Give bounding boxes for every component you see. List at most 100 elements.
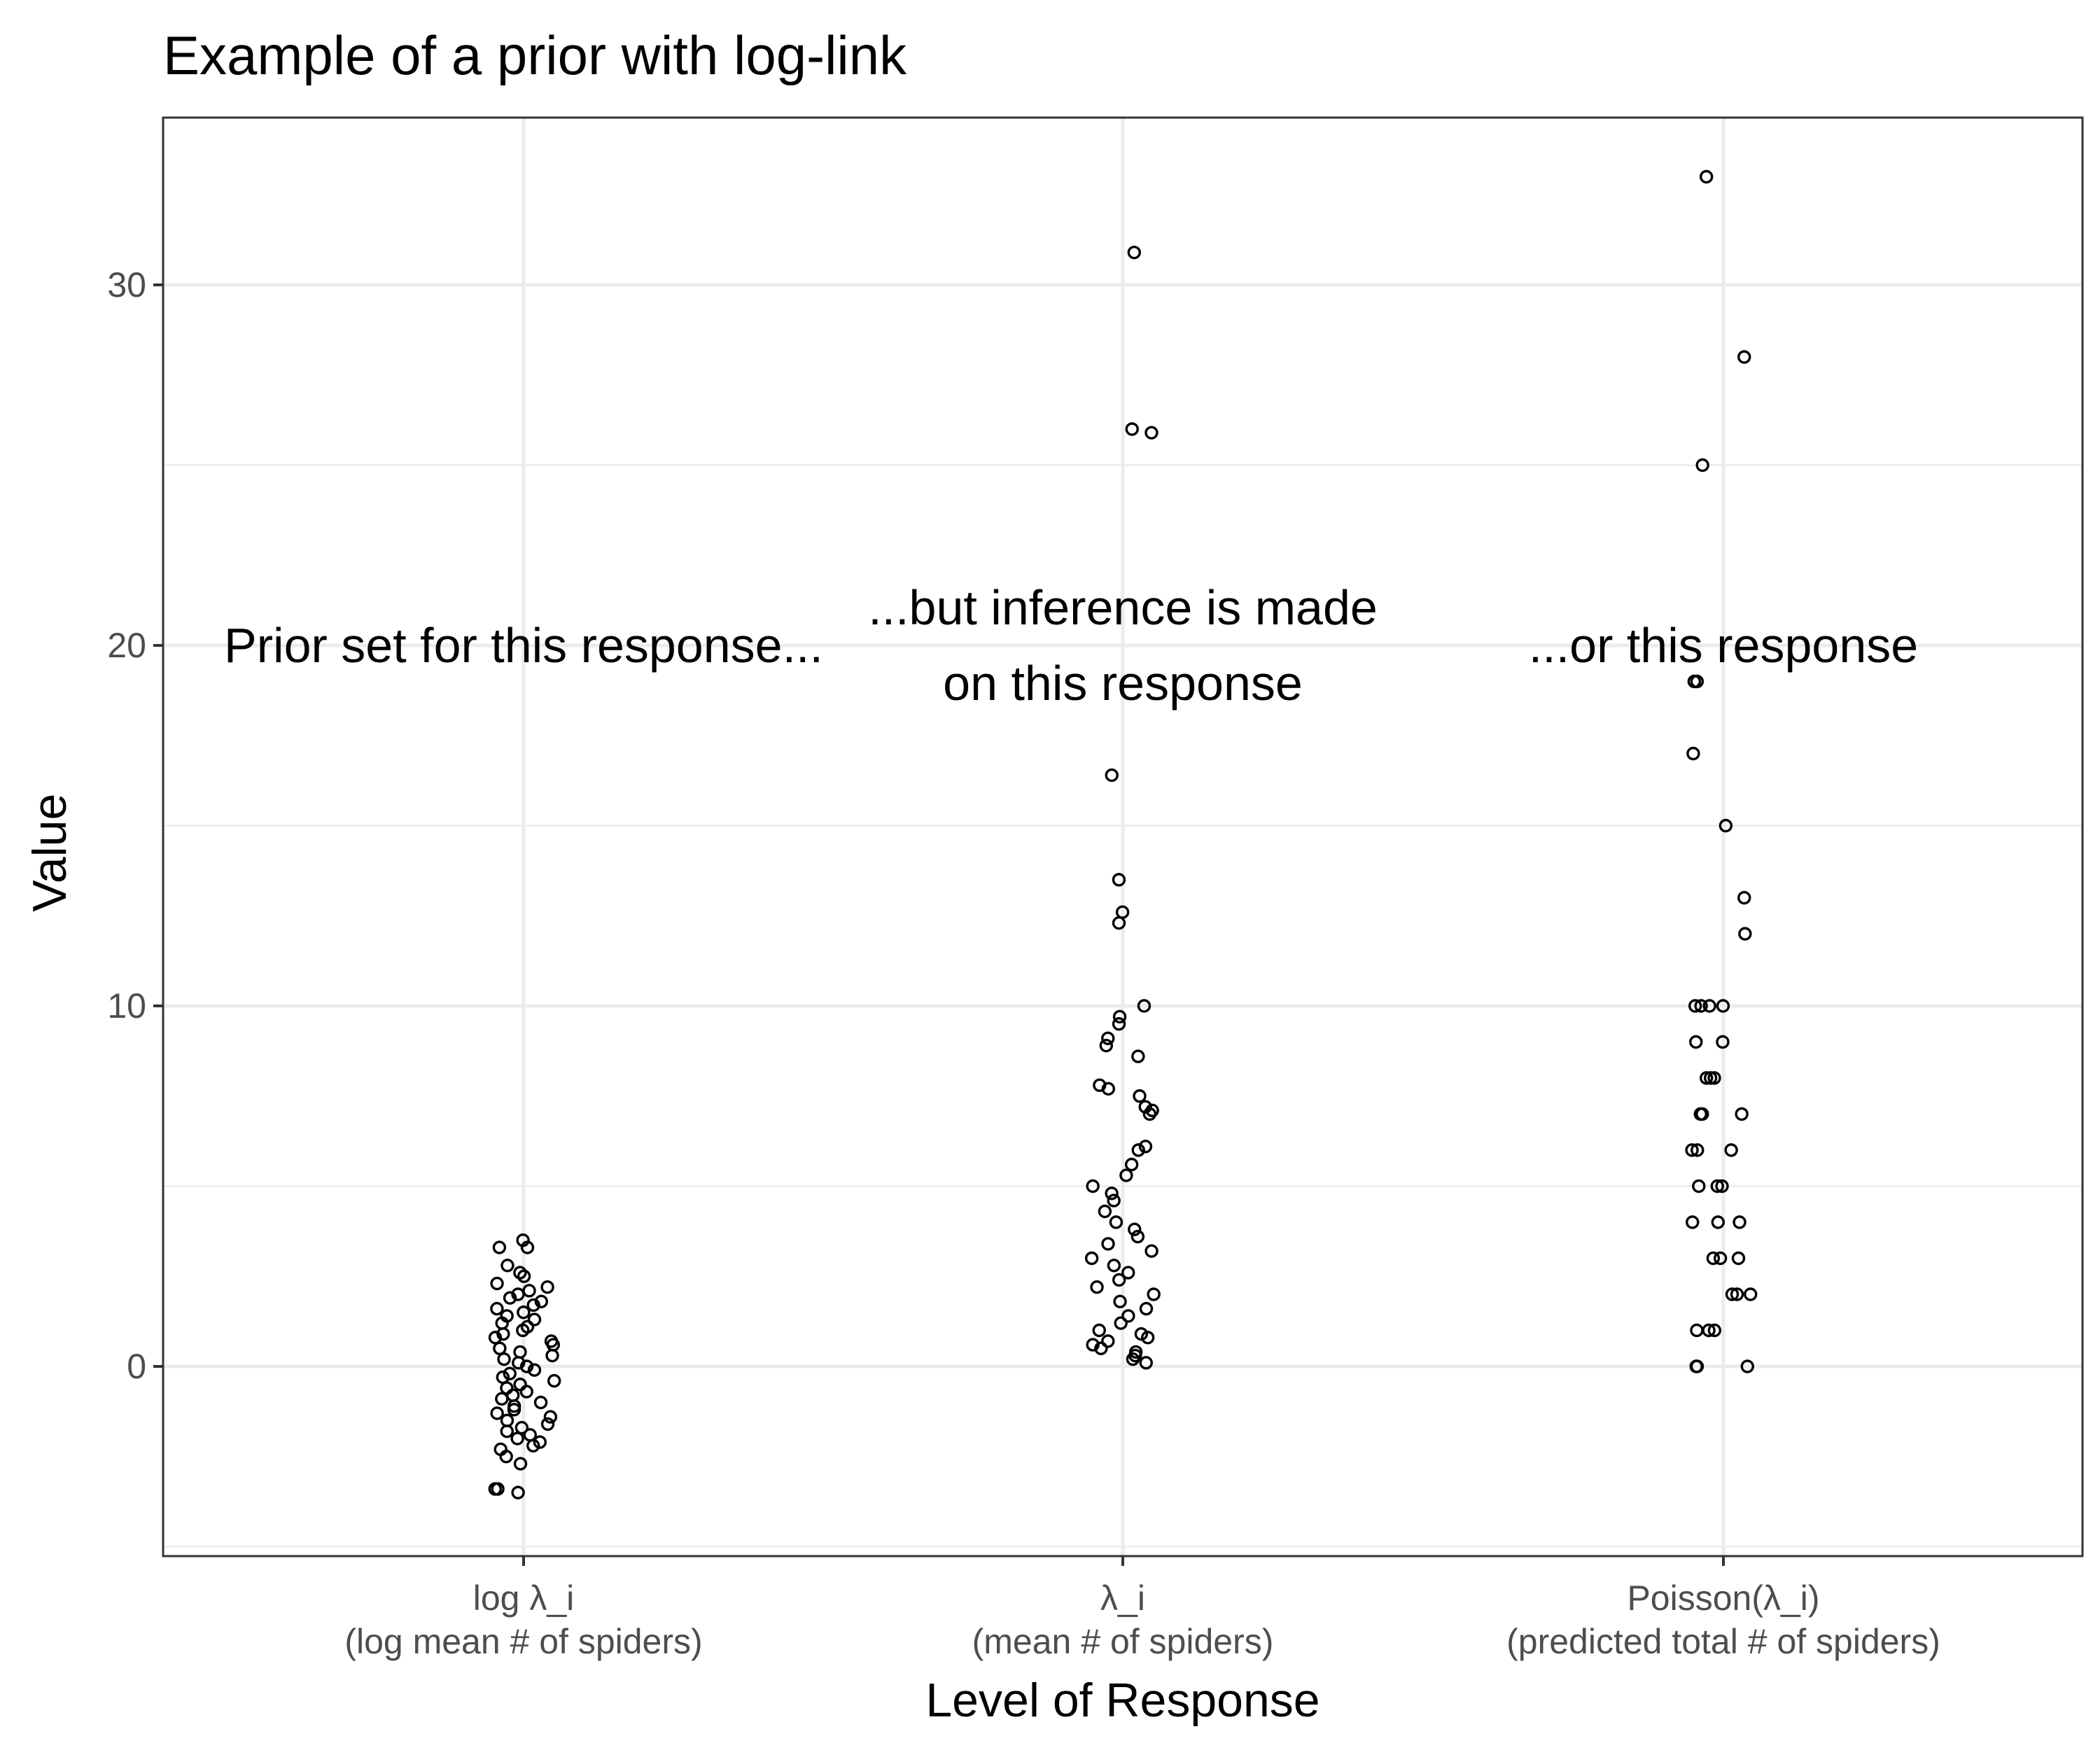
data-point [507, 1403, 522, 1417]
data-point [1125, 422, 1139, 436]
data-point [1112, 873, 1126, 887]
data-point [1138, 1140, 1153, 1154]
data-point [533, 1395, 548, 1410]
data-point [545, 1348, 559, 1363]
data-point [503, 1291, 517, 1305]
data-point [1101, 1237, 1115, 1251]
data-point [1713, 1251, 1728, 1266]
data-point [1702, 999, 1716, 1013]
data-point [1090, 1280, 1104, 1294]
data-point [540, 1280, 554, 1294]
data-point [1092, 1323, 1106, 1338]
data-point [519, 1359, 534, 1373]
data-point [1689, 1359, 1703, 1373]
data-point [1112, 1273, 1126, 1287]
data-point [1124, 1157, 1139, 1172]
y-tick-label: 30 [107, 265, 146, 304]
data-point [499, 1450, 513, 1464]
data-point [1737, 890, 1751, 905]
annotation-text: ...but inference is made on this response [868, 580, 1378, 710]
data-point [1744, 1287, 1758, 1301]
data-point [540, 1417, 555, 1432]
data-point [1109, 1215, 1124, 1229]
data-point [1710, 1179, 1725, 1194]
data-point [1730, 1287, 1744, 1301]
data-point [1718, 818, 1733, 833]
data-point [1114, 1316, 1128, 1330]
data-point [1703, 1071, 1718, 1085]
data-point [513, 1457, 528, 1471]
data-point [493, 1341, 507, 1355]
data-point [1101, 1031, 1115, 1046]
data-point [1725, 1287, 1740, 1301]
data-point [1707, 1323, 1722, 1338]
data-point [488, 1482, 502, 1496]
data-point [1119, 1168, 1133, 1182]
data-point [1084, 1251, 1099, 1266]
data-point [1688, 999, 1702, 1013]
data-point [543, 1410, 558, 1424]
annotation-text: ...or this response [1529, 618, 1918, 673]
data-point [1695, 1107, 1709, 1121]
x-axis-title: Level of Response [925, 1674, 1320, 1727]
data-point [511, 1287, 525, 1301]
data-point [546, 1338, 560, 1352]
data-point [1130, 1229, 1145, 1244]
data-point [1112, 916, 1126, 930]
data-point [1139, 1356, 1153, 1370]
data-point [520, 1240, 535, 1254]
data-point [1142, 1107, 1157, 1121]
data-point [1686, 746, 1700, 761]
data-point [1735, 1107, 1749, 1121]
data-point [1732, 1215, 1746, 1229]
data-point [1131, 1143, 1145, 1157]
data-point [1101, 1082, 1116, 1096]
data-point [516, 1323, 530, 1338]
data-point [1711, 1215, 1726, 1229]
data-point [1700, 1071, 1714, 1085]
data-point [510, 1432, 524, 1446]
data-point [500, 1413, 514, 1427]
data-point [1086, 1179, 1100, 1194]
data-point [1690, 1143, 1704, 1157]
data-point [1112, 1017, 1126, 1031]
x-tick-label-sub: (mean # of spiders) [972, 1622, 1274, 1661]
data-point [490, 1276, 504, 1291]
data-point [1140, 1331, 1155, 1345]
x-tick-label: log λ_i [473, 1578, 575, 1618]
data-point [496, 1326, 510, 1341]
chart-title: Example of a prior with log-link [163, 24, 907, 86]
annotations: Prior set for this response... ...but inf… [224, 580, 1918, 710]
data-point [526, 1298, 540, 1312]
data-point [503, 1366, 517, 1381]
data-point [1134, 1326, 1149, 1341]
data-point [488, 1331, 503, 1345]
data-point [1127, 245, 1141, 260]
data-point [1685, 1143, 1699, 1157]
data-point [1692, 1179, 1706, 1194]
data-point [1107, 1194, 1121, 1208]
data-point [495, 1392, 509, 1406]
y-tick-label: 20 [107, 626, 146, 665]
data-point [1121, 1309, 1135, 1323]
data-point [1706, 1251, 1721, 1266]
data-point [534, 1294, 549, 1309]
data-point [492, 1240, 507, 1254]
data-point [517, 1306, 531, 1320]
data-point [1694, 999, 1708, 1013]
data-point [1094, 1341, 1108, 1355]
data-point [1695, 458, 1709, 472]
data-point [1689, 1035, 1703, 1049]
y-axis-title: Value [23, 794, 76, 912]
data-point [1105, 768, 1119, 783]
data-point [1128, 1222, 1142, 1237]
data-point [1099, 1038, 1114, 1053]
data-point [547, 1373, 561, 1388]
data-point [1139, 1301, 1154, 1316]
data-point [527, 1312, 542, 1326]
data-point [1121, 1266, 1135, 1280]
x-tick-label: λ_i [1100, 1578, 1145, 1618]
x-tick-label-sub: (log mean # of spiders) [344, 1622, 702, 1661]
data-point [1740, 1359, 1754, 1373]
